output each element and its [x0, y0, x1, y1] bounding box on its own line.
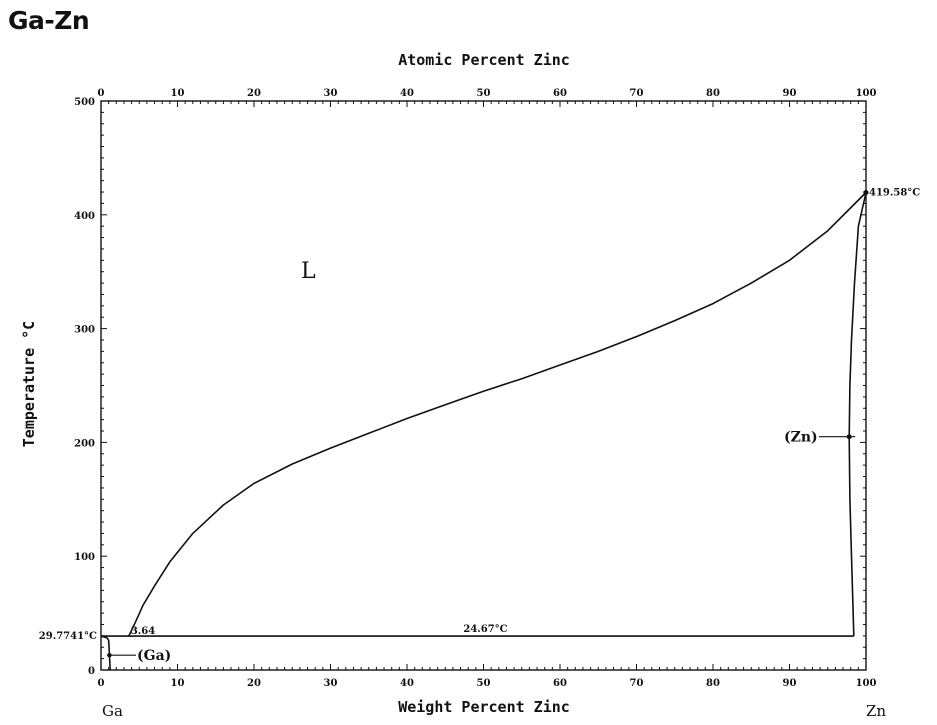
figure-title: Ga-Zn [8, 6, 90, 35]
x2-tick-label: 0 [98, 88, 105, 99]
x-tick-label: 10 [171, 678, 185, 689]
left-element-label: Ga [102, 702, 123, 720]
x2-tick-label: 100 [856, 88, 877, 99]
x2-tick-label: 70 [630, 88, 644, 99]
axis-ticks: 0 10 20 30 40 50 60 70 80 90 100 0 10 20 30 40 50 60 70 80 9… [74, 88, 876, 689]
zn-solvus-curve [848, 192, 867, 637]
zn-phase-label: (Zn) [784, 430, 818, 446]
x-tick-label: 50 [477, 678, 491, 689]
x-tick-label: 40 [400, 678, 414, 689]
liquidus-curve [128, 191, 867, 637]
x-tick-label: 90 [783, 678, 797, 689]
phase-boundaries [100, 191, 867, 671]
x2-tick-label: 50 [477, 88, 491, 99]
plot-border [100, 100, 867, 671]
x2-tick-label: 80 [706, 88, 720, 99]
y-tick-label: 200 [74, 438, 95, 449]
zn-melting-point-label: 419.58°C [869, 188, 920, 199]
liquid-region-label: L [301, 259, 316, 284]
annotations: 29.7741°C 3.64 24.67°C 419.58°C L (Zn) (Ga) [39, 188, 920, 665]
ga-phase-marker [107, 653, 112, 658]
ga-phase-label: (Ga) [137, 648, 171, 664]
x-tick-label: 60 [553, 678, 567, 689]
zn-phase-marker [846, 434, 852, 440]
x2-tick-label: 90 [783, 88, 797, 99]
right-element-label: Zn [866, 702, 886, 720]
x2-axis-title: Atomic Percent Zinc [398, 51, 570, 69]
y-tick-label: 0 [88, 666, 95, 677]
eutectic-composition-label: 3.64 [131, 626, 155, 637]
x2-tick-label: 20 [247, 88, 261, 99]
plot-frame [100, 100, 867, 671]
x-tick-label: 70 [630, 678, 644, 689]
x2-tick-label: 60 [553, 88, 567, 99]
y-axis-title: Temperature °C [20, 321, 38, 447]
zn-melting-point-marker [863, 190, 869, 196]
x2-tick-label: 30 [324, 88, 338, 99]
y-tick-label: 500 [74, 97, 95, 108]
x2-tick-label: 10 [171, 88, 185, 99]
y-tick-label: 300 [74, 325, 95, 336]
x-tick-label: 0 [98, 678, 105, 689]
y-tick-label: 100 [74, 552, 95, 563]
ga-melting-point-label: 29.7741°C [39, 631, 97, 642]
x-tick-label: 20 [247, 678, 261, 689]
x-tick-label: 30 [324, 678, 338, 689]
x-axis-title: Weight Percent Zinc [398, 698, 570, 716]
x-tick-label: 100 [856, 678, 877, 689]
x-tick-label: 80 [706, 678, 720, 689]
ga-boundary-curve [100, 635, 111, 671]
x2-tick-label: 40 [400, 88, 414, 99]
eutectic-temperature-label: 24.67°C [463, 624, 507, 635]
y-tick-label: 400 [74, 211, 95, 222]
